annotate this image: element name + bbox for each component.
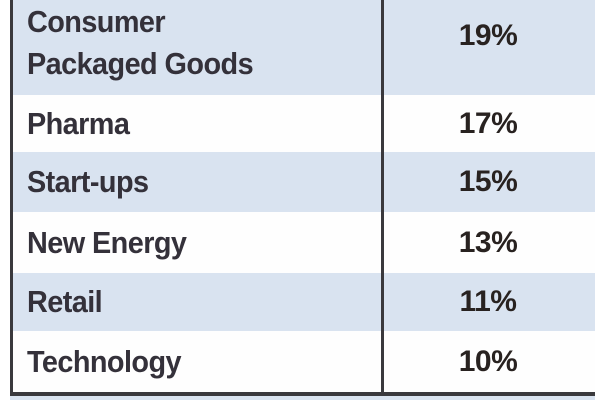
table-bottom-rule (10, 392, 595, 396)
value-cell: 19% (458, 19, 518, 52)
table-rows: Consumer Packaged Goods 19% Pharma 17% S… (13, 0, 595, 392)
category-label-line2: Packaged Goods (26, 46, 254, 81)
category-cell: Retail (26, 284, 103, 319)
value-cell: 13% (458, 225, 518, 259)
category-cell: Pharma (26, 105, 130, 141)
value-cell: 10% (458, 344, 518, 378)
table-left-rule (10, 0, 13, 393)
table-row: New Energy 13% (13, 212, 595, 273)
table-row: Consumer Packaged Goods 19% (13, 0, 595, 95)
table-row: Technology 10% (13, 331, 595, 392)
category-cell: Start-ups (26, 164, 149, 199)
category-cell: Technology (26, 343, 182, 379)
category-label-line1: Consumer (26, 4, 166, 39)
next-row-partial (10, 396, 595, 400)
table-row: Pharma 17% (13, 95, 595, 152)
value-cell: 17% (458, 106, 518, 140)
table-row: Retail 11% (13, 273, 595, 331)
value-cell: 15% (458, 165, 518, 198)
category-cell: New Energy (26, 224, 187, 260)
data-table: Consumer Packaged Goods 19% Pharma 17% S… (10, 0, 595, 400)
value-cell: 11% (459, 285, 517, 318)
category-cell: Consumer Packaged Goods (13, 0, 355, 85)
table-row: Start-ups 15% (13, 152, 595, 212)
table-column-divider-rule (381, 0, 384, 393)
